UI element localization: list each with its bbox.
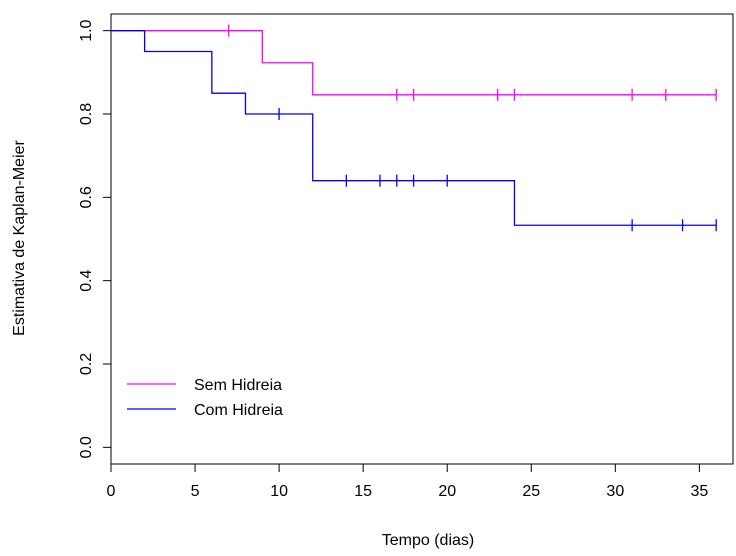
x-tick-label-25: 25 [522, 483, 540, 500]
y-tick-label-1: 0.2 [78, 353, 95, 375]
x-tick-label-10: 10 [270, 483, 288, 500]
series-layer [111, 24, 717, 232]
y-tick-label-0: 0.0 [78, 436, 95, 458]
x-axis: 0 5 10 15 20 25 30 35 [107, 464, 708, 500]
x-tick-label-20: 20 [438, 483, 456, 500]
legend: Sem Hidreia Com Hidreia [127, 377, 283, 419]
x-tick-label-30: 30 [606, 483, 624, 500]
y-tick-label-3: 0.6 [78, 186, 95, 208]
y-axis-label: Estimativa de Kaplan-Meier [11, 140, 28, 336]
legend-label-sem-hidreia: Sem Hidreia [194, 377, 282, 394]
x-tick-label-15: 15 [354, 483, 372, 500]
x-tick-label-0: 0 [107, 483, 116, 500]
y-tick-label-2: 0.4 [78, 269, 95, 291]
x-axis-label: Tempo (dias) [382, 532, 474, 549]
x-tick-label-5: 5 [191, 483, 200, 500]
series-line-com-hidreia [111, 30, 717, 226]
x-tick-label-35: 35 [690, 483, 708, 500]
legend-label-com-hidreia: Com Hidreia [194, 402, 283, 419]
plot-frame [110, 13, 734, 465]
series-line-sem-hidreia [111, 30, 717, 96]
y-tick-label-5: 1.0 [78, 19, 95, 41]
y-axis: 0.0 0.2 0.4 0.6 0.8 1.0 [78, 19, 111, 458]
y-tick-label-4: 0.8 [78, 103, 95, 125]
